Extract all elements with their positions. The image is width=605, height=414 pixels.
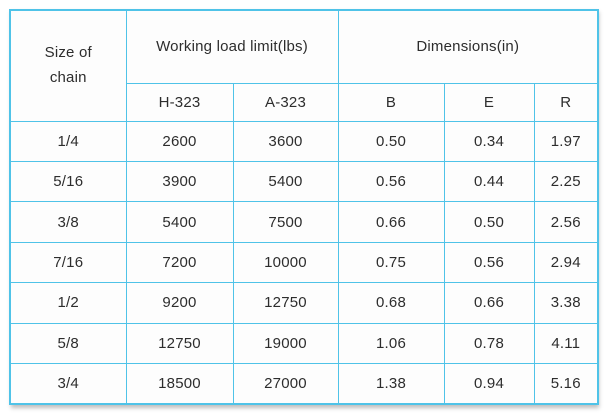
column-header-h-323: H-323 [125, 82, 234, 122]
table-row: 1/2 9200 12750 0.68 0.66 3.38 [9, 282, 599, 324]
cell-size-of-chain: 1/4 [9, 120, 127, 162]
cell-r: 4.11 [533, 322, 599, 365]
cell-h-323: 7200 [125, 241, 234, 284]
header-row-columns: H-323 A-323 B E R [10, 82, 599, 122]
cell-h-323: 3900 [125, 160, 234, 203]
cell-b: 0.68 [337, 282, 445, 324]
cell-e: 0.56 [443, 241, 535, 284]
cell-size-of-chain: 5/16 [9, 160, 127, 203]
cell-r: 2.94 [533, 241, 599, 284]
cell-e: 0.94 [443, 363, 535, 405]
cell-b: 0.75 [337, 241, 445, 284]
chain-spec-table: Size of chain Working load limit(lbs) Di… [9, 9, 600, 405]
table-row: 7/16 7200 10000 0.75 0.56 2.94 [9, 241, 599, 284]
table-row: 3/4 18500 27000 1.38 0.94 5.16 [9, 363, 599, 405]
corner-header-size-of-chain: Size of chain [9, 9, 127, 122]
cell-r: 2.56 [533, 201, 599, 243]
column-header-a-323: A-323 [232, 82, 339, 122]
group-header-working-load-limit: Working load limit(lbs) [125, 9, 339, 84]
cell-e: 0.78 [443, 322, 535, 365]
cell-size-of-chain: 3/8 [9, 201, 127, 243]
cell-r: 5.16 [533, 363, 599, 405]
cell-size-of-chain: 3/4 [9, 363, 127, 405]
column-header-b: B [337, 82, 445, 122]
cell-b: 1.38 [337, 363, 445, 405]
cell-e: 0.50 [443, 201, 535, 243]
chain-spec-table-container: Size of chain Working load limit(lbs) Di… [9, 9, 600, 405]
cell-r: 3.38 [533, 282, 599, 324]
table-row: 1/4 2600 3600 0.50 0.34 1.97 [9, 120, 599, 162]
table-row: 5/8 12750 19000 1.06 0.78 4.11 [9, 322, 599, 365]
cell-e: 0.66 [443, 282, 535, 324]
corner-header-label: Size of chain [44, 44, 92, 86]
cell-a-323: 10000 [232, 241, 339, 284]
cell-a-323: 5400 [232, 160, 339, 203]
group-header-dimensions: Dimensions(in) [337, 9, 599, 84]
cell-a-323: 12750 [232, 282, 339, 324]
cell-b: 0.50 [337, 120, 445, 162]
cell-h-323: 12750 [125, 322, 234, 365]
header-row-groups: Size of chain Working load limit(lbs) Di… [9, 9, 599, 122]
cell-a-323: 27000 [232, 363, 339, 405]
column-header-e: E [443, 82, 535, 122]
cell-size-of-chain: 5/8 [9, 322, 127, 365]
cell-h-323: 2600 [125, 120, 234, 162]
cell-a-323: 3600 [232, 120, 339, 162]
cell-e: 0.44 [443, 160, 535, 203]
table-body: 1/4 2600 3600 0.50 0.34 1.97 5/16 3900 5400 0.56 0… [9, 120, 599, 405]
cell-b: 0.66 [337, 201, 445, 243]
column-header-r: R [533, 82, 599, 122]
cell-r: 1.97 [533, 120, 599, 162]
table-row: 5/16 3900 5400 0.56 0.44 2.25 [9, 160, 599, 203]
cell-size-of-chain: 1/2 [9, 282, 127, 324]
cell-b: 0.56 [337, 160, 445, 203]
cell-e: 0.34 [443, 120, 535, 162]
cell-h-323: 5400 [125, 201, 234, 243]
cell-h-323: 18500 [125, 363, 234, 405]
cell-b: 1.06 [337, 322, 445, 365]
cell-r: 2.25 [533, 160, 599, 203]
cell-a-323: 19000 [232, 322, 339, 365]
table-row: 3/8 5400 7500 0.66 0.50 2.56 [9, 201, 599, 243]
cell-size-of-chain: 7/16 [9, 241, 127, 284]
cell-a-323: 7500 [232, 201, 339, 243]
cell-h-323: 9200 [125, 282, 234, 324]
